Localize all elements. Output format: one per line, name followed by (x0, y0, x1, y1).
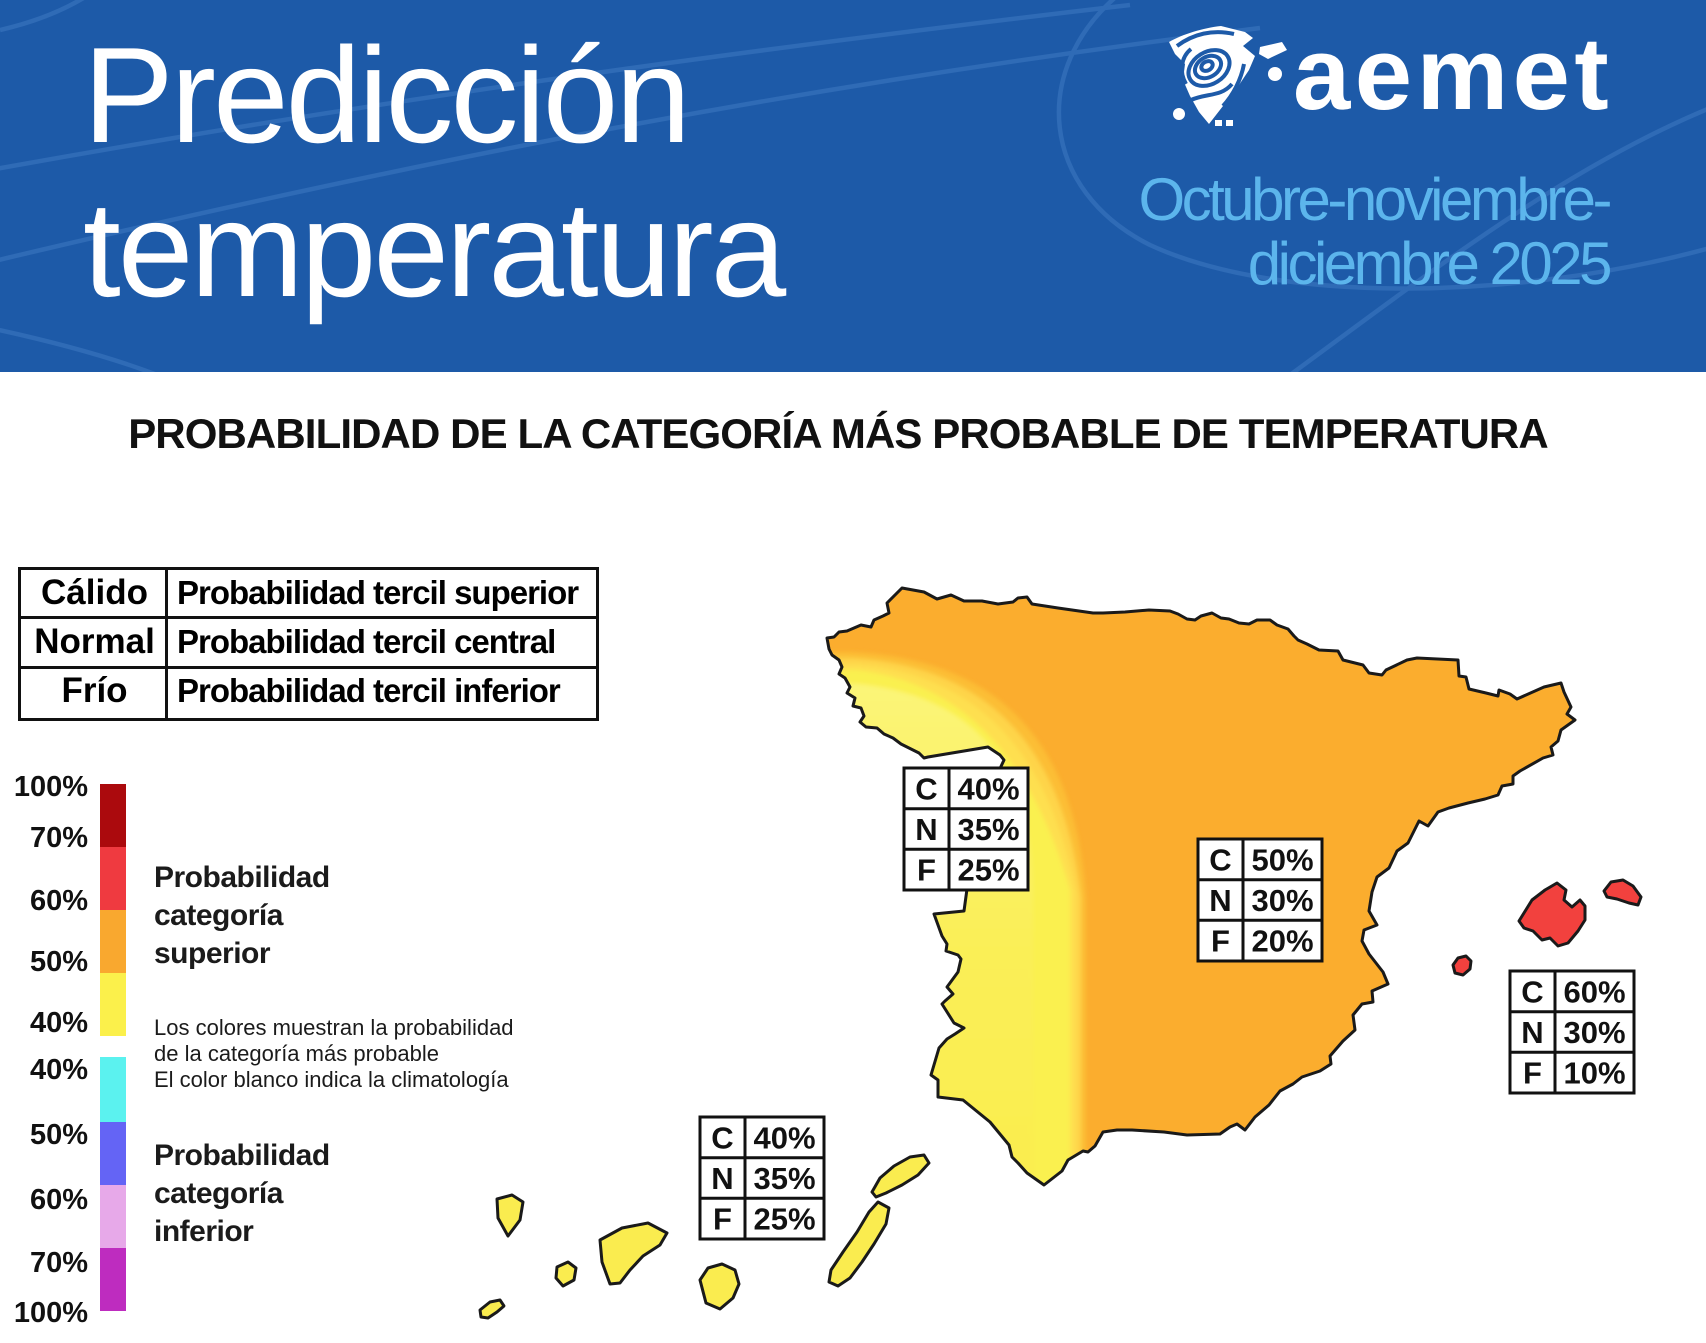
svg-text:10%: 10% (1563, 1056, 1625, 1091)
svg-text:35%: 35% (957, 812, 1019, 847)
svg-text:50%: 50% (1251, 842, 1313, 877)
svg-text:N: N (915, 812, 937, 847)
svg-text:C: C (711, 1120, 733, 1155)
svg-text:N: N (711, 1161, 733, 1196)
svg-text:20%: 20% (1251, 924, 1313, 959)
svg-text:40%: 40% (957, 771, 1019, 806)
svg-text:25%: 25% (753, 1202, 815, 1237)
svg-text:C: C (915, 771, 937, 806)
svg-text:N: N (1209, 883, 1231, 918)
svg-text:35%: 35% (753, 1161, 815, 1196)
svg-text:25%: 25% (957, 853, 1019, 888)
svg-text:F: F (1523, 1056, 1542, 1091)
svg-text:F: F (917, 853, 936, 888)
svg-text:60%: 60% (1563, 974, 1625, 1009)
svg-text:30%: 30% (1251, 883, 1313, 918)
svg-text:C: C (1521, 974, 1543, 1009)
svg-text:F: F (1211, 924, 1230, 959)
svg-text:F: F (713, 1202, 732, 1237)
svg-text:40%: 40% (753, 1120, 815, 1155)
svg-text:C: C (1209, 842, 1231, 877)
svg-text:30%: 30% (1563, 1015, 1625, 1050)
svg-text:N: N (1521, 1015, 1543, 1050)
